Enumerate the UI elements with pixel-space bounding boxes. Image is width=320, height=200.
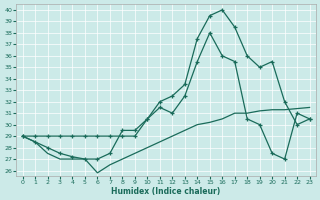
X-axis label: Humidex (Indice chaleur): Humidex (Indice chaleur) [111,187,221,196]
